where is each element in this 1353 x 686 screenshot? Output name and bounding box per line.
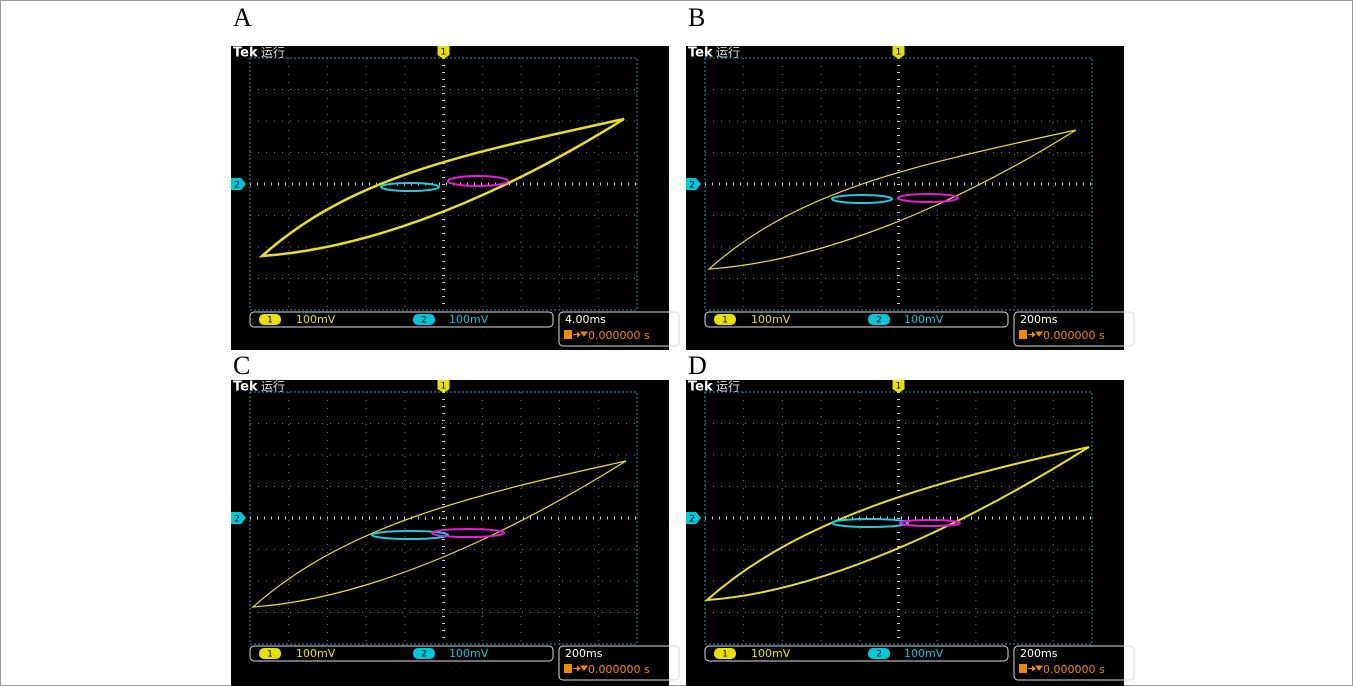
ch1-scale: 100mV	[296, 647, 336, 660]
ch2-marker: 2	[689, 515, 695, 525]
timebase: 200ms	[1020, 313, 1058, 326]
trigger-position: 0.000000 s	[1043, 663, 1105, 676]
ch2-marker: 2	[689, 181, 695, 191]
trigger-marker: 1	[441, 382, 447, 392]
ch2-number: 2	[421, 316, 427, 326]
ch1-scale: 100mV	[751, 313, 791, 326]
ch1-number: 1	[722, 316, 728, 326]
timebase: 200ms	[565, 647, 603, 660]
ch1-scale: 100mV	[296, 313, 336, 326]
run-status: 运行	[261, 46, 285, 60]
trigger-marker: 1	[896, 382, 902, 392]
ch2-scale: 100mV	[449, 313, 489, 326]
ch1-scale: 100mV	[751, 647, 791, 660]
ch2-marker: 2	[234, 515, 240, 525]
panel-label: A	[233, 3, 252, 32]
trigger-icon	[564, 330, 572, 339]
ch2-number: 2	[421, 650, 427, 660]
ch2-number: 2	[876, 650, 882, 660]
run-status: 运行	[716, 380, 740, 394]
trigger-marker: 1	[896, 48, 902, 58]
trigger-position: 0.000000 s	[1043, 329, 1105, 342]
timebase: 200ms	[1020, 647, 1058, 660]
trigger-position: 0.000000 s	[588, 329, 650, 342]
ch1-number: 1	[722, 650, 728, 660]
panel-label: D	[688, 351, 707, 380]
run-status: 运行	[716, 46, 740, 60]
figure: ATek运行121100mV2100mV4.00ms0.000000 sBTek…	[0, 0, 1353, 686]
trigger-icon	[1019, 664, 1027, 673]
screen-background	[686, 46, 1124, 350]
panel-label: B	[688, 3, 705, 32]
run-status: 运行	[261, 380, 285, 394]
trigger-icon	[564, 664, 572, 673]
ch1-number: 1	[267, 316, 273, 326]
trigger-marker: 1	[441, 48, 447, 58]
ch2-scale: 100mV	[904, 647, 944, 660]
ch2-number: 2	[876, 316, 882, 326]
ch2-scale: 100mV	[449, 647, 489, 660]
ch2-scale: 100mV	[904, 313, 944, 326]
figure-border	[1, 1, 1353, 686]
panel-label: C	[233, 351, 250, 380]
trigger-icon	[1019, 330, 1027, 339]
screen-background	[686, 380, 1124, 686]
ch1-number: 1	[267, 650, 273, 660]
screen-background	[231, 46, 669, 350]
screen-background	[231, 380, 669, 686]
timebase: 4.00ms	[565, 313, 606, 326]
trigger-position: 0.000000 s	[588, 663, 650, 676]
ch2-marker: 2	[234, 181, 240, 191]
